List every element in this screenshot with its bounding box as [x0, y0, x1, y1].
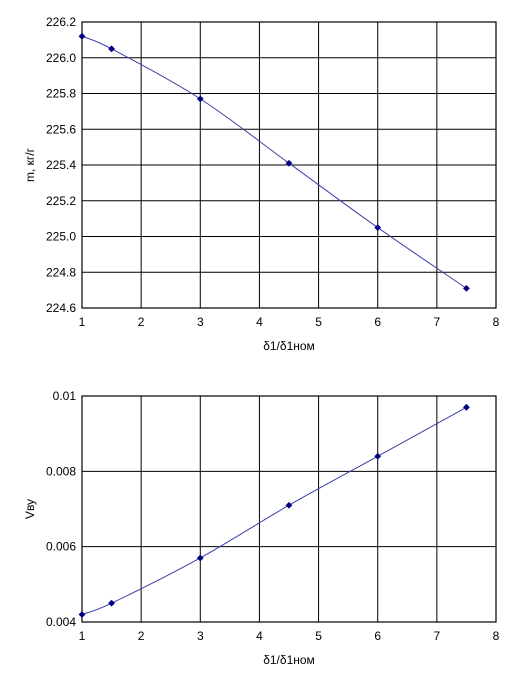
bottom-y-tick-label: 0.006 — [46, 540, 76, 554]
top-data-point — [463, 284, 470, 292]
top-y-tick-label: 226.2 — [46, 15, 76, 29]
bottom-y-tick-label: 0.004 — [46, 615, 76, 629]
top-data-point — [78, 32, 86, 40]
bottom-x-axis-label: δ1/δ1ном — [263, 653, 315, 667]
bottom-data-point — [108, 599, 115, 607]
top-x-tick-label: 8 — [493, 315, 500, 329]
top-x-tick-label: 1 — [79, 315, 86, 329]
bottom-x-tick-label: 3 — [197, 629, 204, 643]
top-data-point — [108, 45, 115, 53]
top-y-tick-label: 225.6 — [46, 122, 76, 136]
bottom-data-point — [285, 501, 293, 509]
bottom-y-axis-label: Vву — [23, 499, 37, 519]
top-x-axis-label: δ1/δ1ном — [263, 339, 315, 353]
bottom-x-tick-label: 1 — [79, 629, 86, 643]
top-y-tick-label: 225.4 — [46, 158, 76, 172]
bottom-x-tick-label: 7 — [434, 629, 441, 643]
top-data-point — [196, 95, 204, 103]
bottom-chart: 1 2 3 4 5 6 7 8 0.004 0.006 0.008 0.01 δ1/δ1ном Vву — [23, 389, 500, 667]
top-y-tick-label: 225.0 — [46, 230, 76, 244]
top-y-axis-label: m, кг/г — [23, 147, 37, 182]
top-x-tick-label: 7 — [434, 315, 441, 329]
top-y-tick-label: 224.6 — [46, 301, 76, 315]
top-data-point — [285, 159, 293, 167]
bottom-y-tick-label: 0.008 — [46, 464, 76, 478]
top-x-tick-label: 4 — [256, 315, 263, 329]
bottom-plot-area — [82, 396, 496, 622]
bottom-data-point — [463, 403, 470, 411]
top-data-point — [374, 224, 382, 231]
bottom-data-point — [374, 452, 382, 460]
top-y-tick-label: 226.0 — [46, 51, 76, 65]
top-y-tick-label: 224.8 — [46, 265, 76, 279]
bottom-data-point — [196, 554, 204, 562]
bottom-data-point — [78, 611, 86, 618]
bottom-plot-border — [81, 395, 497, 623]
bottom-x-tick-label: 2 — [138, 629, 145, 643]
top-x-tick-label: 2 — [138, 315, 145, 329]
top-y-tick-label: 225.2 — [46, 194, 76, 208]
bottom-x-tick-label: 4 — [256, 629, 263, 643]
top-y-tick-label: 225.8 — [46, 87, 76, 101]
top-plot-border — [81, 21, 497, 309]
bottom-x-tick-label: 6 — [374, 629, 381, 643]
bottom-x-tick-label: 8 — [493, 629, 500, 643]
bottom-x-tick-label: 5 — [315, 629, 322, 643]
top-x-tick-label: 5 — [315, 315, 322, 329]
top-chart: 1 2 3 4 5 6 7 8 224.6 224.8 225.0 225.2 225.4 225.6 22… — [23, 15, 500, 353]
top-x-tick-label: 3 — [197, 315, 204, 329]
top-x-tick-label: 6 — [374, 315, 381, 329]
bottom-y-tick-label: 0.01 — [53, 389, 77, 403]
